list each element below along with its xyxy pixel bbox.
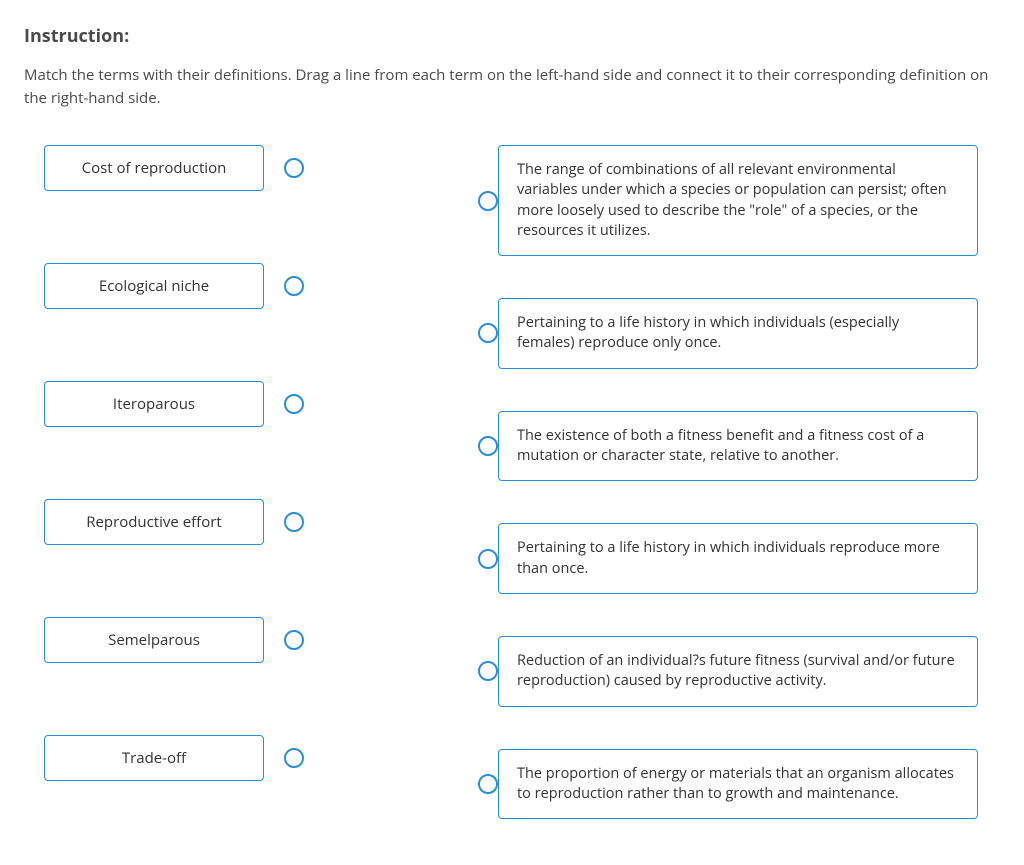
connector-handle-icon[interactable] xyxy=(478,323,498,343)
term-label: Trade-off xyxy=(122,748,186,768)
instruction-body: Match the terms with their definitions. … xyxy=(24,64,1000,109)
term-box: Trade-off xyxy=(44,735,264,781)
definition-text: The proportion of energy or materials th… xyxy=(517,764,954,803)
connector-handle-icon[interactable] xyxy=(284,394,304,414)
term-item[interactable]: Semelparous xyxy=(44,617,294,663)
term-label: Iteroparous xyxy=(113,394,195,414)
term-item[interactable]: Cost of reproduction xyxy=(44,145,294,191)
definition-text: The existence of both a fitness benefit … xyxy=(517,426,924,465)
match-container: Cost of reproduction Ecological niche It… xyxy=(24,145,1000,819)
definition-box: The proportion of energy or materials th… xyxy=(498,749,978,820)
connector-handle-icon[interactable] xyxy=(284,276,304,296)
terms-column: Cost of reproduction Ecological niche It… xyxy=(44,145,294,819)
term-item[interactable]: Reproductive effort xyxy=(44,499,294,545)
connector-handle-icon[interactable] xyxy=(284,630,304,650)
definition-item[interactable]: Pertaining to a life history in which in… xyxy=(480,523,980,594)
connector-handle-icon[interactable] xyxy=(478,191,498,211)
definition-item[interactable]: The range of combinations of all relevan… xyxy=(480,145,980,256)
definition-box: The existence of both a fitness benefit … xyxy=(498,411,978,482)
definition-box: Pertaining to a life history in which in… xyxy=(498,298,978,369)
term-label: Reproductive effort xyxy=(86,512,222,532)
connector-handle-icon[interactable] xyxy=(478,436,498,456)
connector-handle-icon[interactable] xyxy=(284,748,304,768)
definition-item[interactable]: Pertaining to a life history in which in… xyxy=(480,298,980,369)
connector-handle-icon[interactable] xyxy=(284,158,304,178)
instruction-heading: Instruction: xyxy=(24,24,1000,48)
instruction-section: Instruction: Match the terms with their … xyxy=(24,24,1000,109)
term-box: Reproductive effort xyxy=(44,499,264,545)
term-box: Iteroparous xyxy=(44,381,264,427)
definitions-column: The range of combinations of all relevan… xyxy=(480,145,980,819)
definition-item[interactable]: Reduction of an individual?s future fitn… xyxy=(480,636,980,707)
definition-text: Pertaining to a life history in which in… xyxy=(517,313,899,352)
definition-text: The range of combinations of all relevan… xyxy=(517,160,947,240)
connector-handle-icon[interactable] xyxy=(478,549,498,569)
term-box: Cost of reproduction xyxy=(44,145,264,191)
term-item[interactable]: Iteroparous xyxy=(44,381,294,427)
definition-item[interactable]: The proportion of energy or materials th… xyxy=(480,749,980,820)
term-box: Semelparous xyxy=(44,617,264,663)
definition-box: The range of combinations of all relevan… xyxy=(498,145,978,256)
definition-box: Pertaining to a life history in which in… xyxy=(498,523,978,594)
term-label: Cost of reproduction xyxy=(82,158,227,178)
definition-item[interactable]: The existence of both a fitness benefit … xyxy=(480,411,980,482)
term-label: Semelparous xyxy=(108,630,200,650)
term-box: Ecological niche xyxy=(44,263,264,309)
connector-handle-icon[interactable] xyxy=(478,774,498,794)
term-item[interactable]: Trade-off xyxy=(44,735,294,781)
term-label: Ecological niche xyxy=(99,276,209,296)
definition-box: Reduction of an individual?s future fitn… xyxy=(498,636,978,707)
definition-text: Reduction of an individual?s future fitn… xyxy=(517,651,955,690)
definition-text: Pertaining to a life history in which in… xyxy=(517,538,940,577)
term-item[interactable]: Ecological niche xyxy=(44,263,294,309)
connector-handle-icon[interactable] xyxy=(478,661,498,681)
connector-handle-icon[interactable] xyxy=(284,512,304,532)
